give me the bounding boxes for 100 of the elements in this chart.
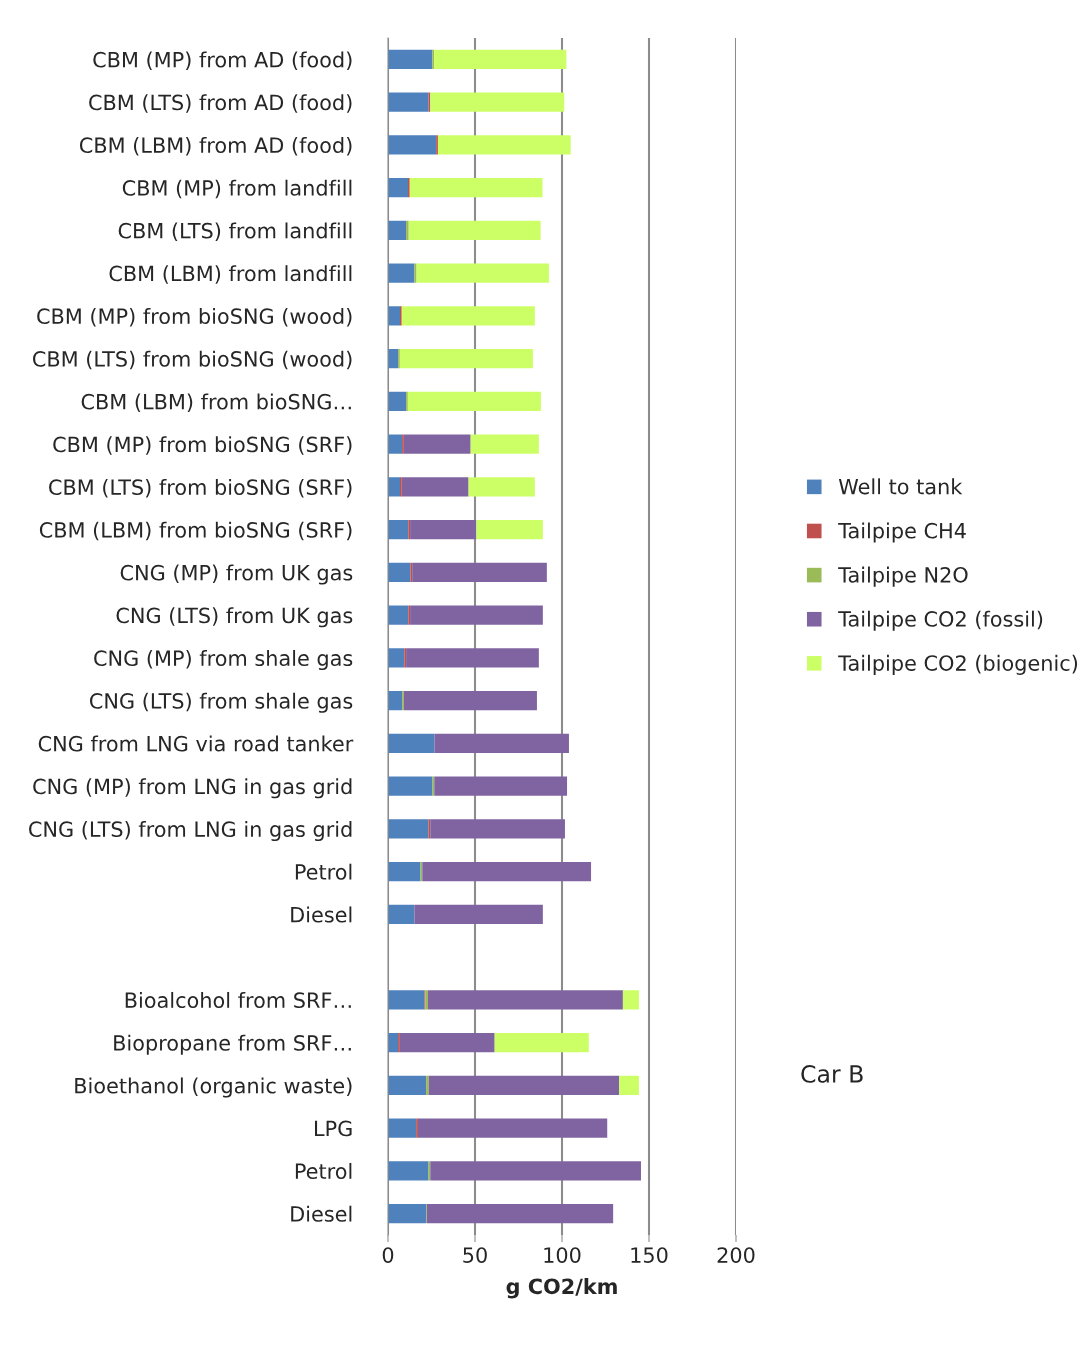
y-tick-label: Petrol	[295, 1162, 352, 1180]
y-tick-label: CBM (LTS) from landfill	[118, 222, 352, 242]
y-tick-label: CBM (LTS) from bioSNG (wood)	[32, 350, 352, 370]
bar	[417, 1118, 608, 1138]
y-tick-label: CNG from LNG via road tanker	[38, 735, 354, 752]
bar	[622, 990, 639, 1010]
bar	[414, 904, 543, 924]
y-tick-label: Biopropane from SRF…	[114, 1034, 351, 1055]
bar	[401, 477, 469, 497]
y-tick-label: CBM (MP) from AD (food)	[93, 51, 352, 71]
bar	[408, 220, 541, 240]
bar	[388, 306, 401, 326]
bar	[410, 605, 543, 625]
bar	[430, 819, 565, 839]
bar	[468, 477, 535, 497]
bar	[399, 349, 533, 369]
legend-label: Tailpipe N2O	[838, 566, 968, 587]
legend-label: Tailpipe CO2 (fossil)	[838, 610, 1043, 631]
bar	[494, 1033, 589, 1053]
y-tick-label: LPG	[315, 1120, 352, 1137]
bar	[406, 220, 409, 240]
bar	[407, 391, 541, 411]
y-tick-label: Diesel	[291, 906, 352, 923]
bar	[430, 92, 565, 112]
bar	[428, 1075, 620, 1095]
bar	[388, 178, 409, 198]
y-tick-label: CBM (MP) from bioSNG (SRF)	[53, 436, 352, 455]
bar	[388, 263, 415, 283]
x-tick-label: 50	[463, 1247, 487, 1263]
y-tick-label: CNG (LTS) from shale gas	[89, 692, 353, 713]
bar	[414, 263, 417, 283]
bar	[388, 92, 429, 112]
y-tick-label: Diesel	[291, 1205, 352, 1222]
bar	[412, 562, 547, 582]
y-tick-label: CBM (LBM) from bioSNG (SRF)	[39, 521, 352, 541]
bar	[401, 306, 535, 326]
bar	[422, 862, 592, 882]
x-tick-label: 0	[382, 1247, 394, 1263]
bar	[388, 904, 415, 924]
bar	[388, 776, 433, 796]
text: Car B	[801, 1064, 863, 1083]
bar	[388, 220, 407, 240]
bar	[388, 862, 421, 882]
bar	[388, 1161, 429, 1181]
bar	[434, 49, 567, 69]
bar	[426, 1204, 614, 1224]
bar	[403, 434, 471, 454]
x-axis-title: g CO2/km	[506, 1278, 617, 1299]
x-tick-label: 100	[544, 1247, 581, 1263]
y-tick-label: CBM (MP) from bioSNG (wood)	[37, 307, 352, 327]
bar	[388, 49, 433, 69]
y-tick-label: CNG (LTS) from LNG in gas grid	[29, 820, 352, 842]
bar	[619, 1075, 639, 1095]
y-tick-label: CBM (LTS) from AD (food)	[89, 94, 352, 113]
bar	[388, 391, 407, 411]
y-tick-label: CBM (MP) from landfill	[122, 179, 352, 199]
bar	[388, 1118, 417, 1138]
y-tick-label: CNG (MP) from shale gas	[94, 649, 353, 671]
bar	[426, 1075, 429, 1095]
bar	[409, 178, 543, 198]
bar	[403, 691, 537, 711]
bar	[388, 1075, 427, 1095]
y-tick-label: CNG (LTS) from UK gas	[116, 607, 353, 628]
legend-label: Tailpipe CO2 (biogenic)	[838, 654, 1078, 675]
y-tick-label: CBM (LTS) from bioSNG (SRF)	[49, 478, 352, 498]
bar	[388, 520, 409, 540]
y-tick-label: CBM (LBM) from AD (food)	[79, 136, 352, 156]
y-tick-label: CBM (LBM) from landfill	[109, 265, 352, 284]
y-tick-label: CBM (LBM) from bioSNG…	[81, 393, 351, 413]
bar	[470, 434, 539, 454]
y-tick-label: Petrol	[295, 863, 352, 880]
bar	[410, 520, 477, 540]
bar	[388, 990, 425, 1010]
y-tick-label: Bioethanol (organic waste)	[75, 1077, 352, 1098]
bar	[434, 776, 568, 796]
bar	[388, 733, 435, 753]
legend-label: Tailpipe CH4	[838, 522, 966, 543]
bar	[476, 520, 543, 540]
bar	[388, 605, 409, 625]
bar	[406, 648, 539, 668]
bar	[388, 691, 403, 711]
y-tick-label: CNG (MP) from LNG in gas grid	[33, 778, 352, 799]
y-tick-label: CNG (MP) from UK gas	[120, 564, 353, 585]
bar	[434, 733, 569, 753]
x-tick-label: 200	[717, 1247, 755, 1263]
bar	[388, 135, 437, 155]
bar	[388, 477, 401, 497]
x-tick-label: 150	[631, 1247, 668, 1263]
bar	[416, 263, 549, 283]
legend-label: Well to tank	[838, 478, 963, 495]
bar	[388, 562, 411, 582]
bar	[388, 1204, 427, 1224]
bar	[437, 135, 571, 155]
bar	[388, 819, 429, 839]
bar	[399, 1033, 495, 1053]
bar	[430, 1161, 641, 1181]
bar	[388, 648, 405, 668]
bar	[388, 434, 403, 454]
y-tick-label: Bioalcohol from SRF…	[125, 991, 351, 1009]
bar	[428, 990, 623, 1010]
